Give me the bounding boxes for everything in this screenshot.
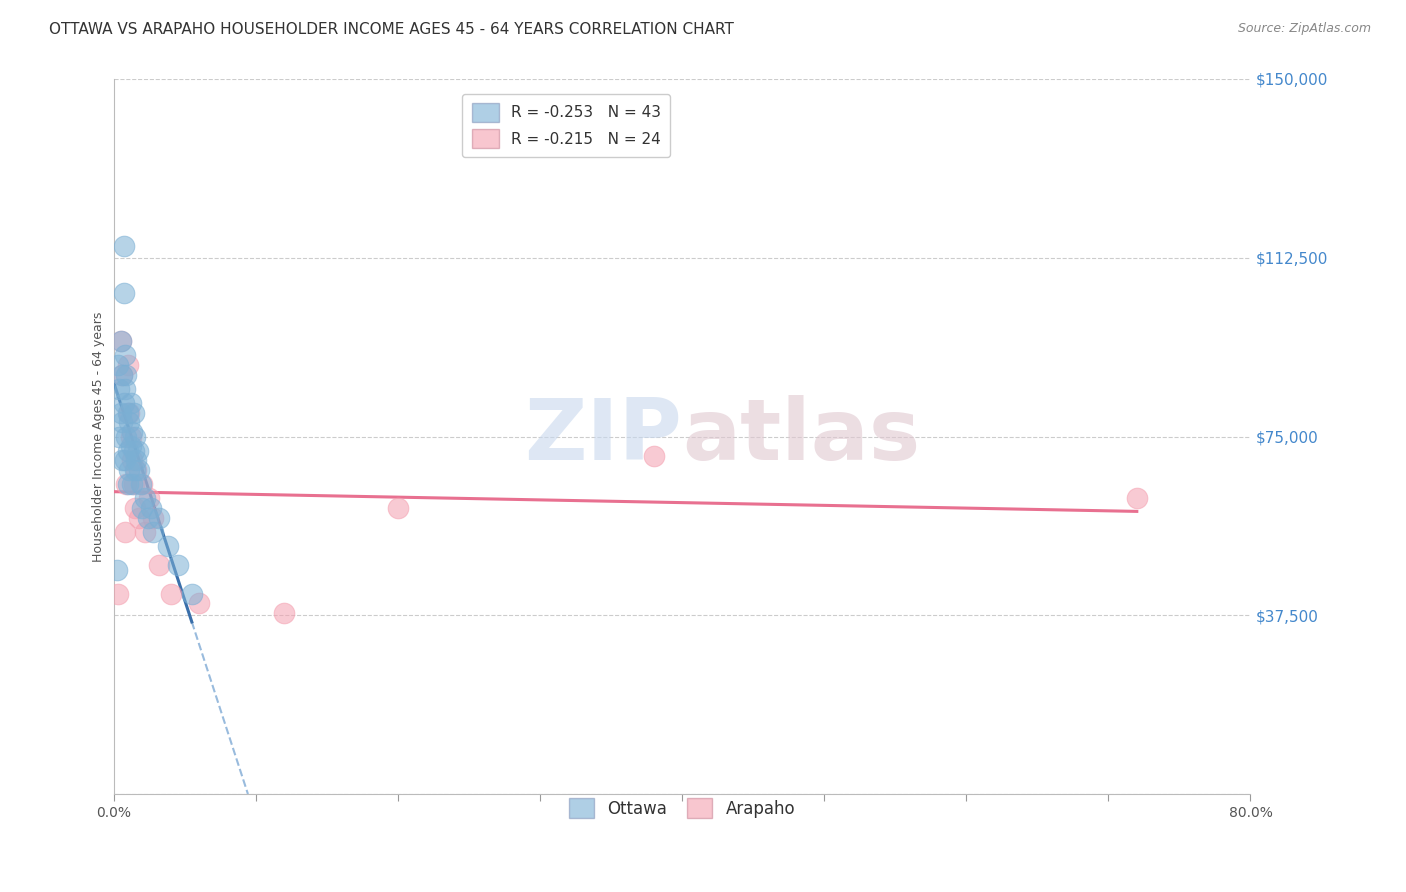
Point	[128, 510, 150, 524]
Legend: Ottawa, Arapaho: Ottawa, Arapaho	[562, 791, 801, 825]
Point	[159, 587, 181, 601]
Point	[115, 429, 138, 443]
Point	[129, 477, 152, 491]
Point	[148, 558, 170, 573]
Point	[124, 429, 146, 443]
Point	[115, 477, 138, 491]
Point	[125, 453, 148, 467]
Point	[118, 463, 141, 477]
Point	[118, 406, 141, 420]
Point	[125, 463, 148, 477]
Point	[111, 368, 134, 382]
Point	[142, 524, 165, 539]
Point	[114, 349, 136, 363]
Text: ZIP: ZIP	[524, 395, 682, 478]
Point	[107, 358, 129, 372]
Point	[108, 382, 131, 396]
Point	[111, 368, 134, 382]
Point	[128, 463, 150, 477]
Point	[107, 587, 129, 601]
Point	[112, 239, 135, 253]
Point	[139, 501, 162, 516]
Point	[120, 439, 142, 453]
Point	[117, 477, 139, 491]
Point	[120, 396, 142, 410]
Point	[115, 368, 138, 382]
Point	[122, 477, 145, 491]
Point	[187, 596, 209, 610]
Point	[112, 396, 135, 410]
Point	[117, 358, 139, 372]
Point	[108, 429, 131, 443]
Point	[120, 429, 142, 443]
Point	[117, 406, 139, 420]
Point	[136, 510, 159, 524]
Point	[131, 501, 153, 516]
Point	[110, 334, 132, 348]
Point	[110, 406, 132, 420]
Point	[180, 587, 202, 601]
Point	[148, 510, 170, 524]
Point	[138, 491, 160, 506]
Y-axis label: Householder Income Ages 45 - 64 years: Householder Income Ages 45 - 64 years	[93, 311, 105, 562]
Text: atlas: atlas	[682, 395, 921, 478]
Point	[122, 443, 145, 458]
Point	[121, 425, 143, 439]
Text: OTTAWA VS ARAPAHO HOUSEHOLDER INCOME AGES 45 - 64 YEARS CORRELATION CHART: OTTAWA VS ARAPAHO HOUSEHOLDER INCOME AGE…	[49, 22, 734, 37]
Point	[124, 463, 146, 477]
Point	[387, 501, 409, 516]
Point	[166, 558, 188, 573]
Point	[114, 453, 136, 467]
Text: Source: ZipAtlas.com: Source: ZipAtlas.com	[1237, 22, 1371, 36]
Point	[105, 563, 128, 577]
Point	[643, 449, 665, 463]
Point	[111, 453, 134, 467]
Point	[114, 382, 136, 396]
Point	[118, 415, 141, 429]
Point	[124, 501, 146, 516]
Point	[121, 477, 143, 491]
Point	[112, 286, 135, 301]
Point	[111, 415, 134, 429]
Point	[110, 334, 132, 348]
Point	[156, 539, 179, 553]
Point	[134, 491, 156, 506]
Point	[122, 406, 145, 420]
Point	[142, 510, 165, 524]
Point	[1126, 491, 1149, 506]
Point	[121, 453, 143, 467]
Point	[114, 524, 136, 539]
Point	[131, 477, 153, 491]
Point	[273, 606, 295, 620]
Point	[117, 443, 139, 458]
Point	[134, 524, 156, 539]
Point	[127, 443, 149, 458]
